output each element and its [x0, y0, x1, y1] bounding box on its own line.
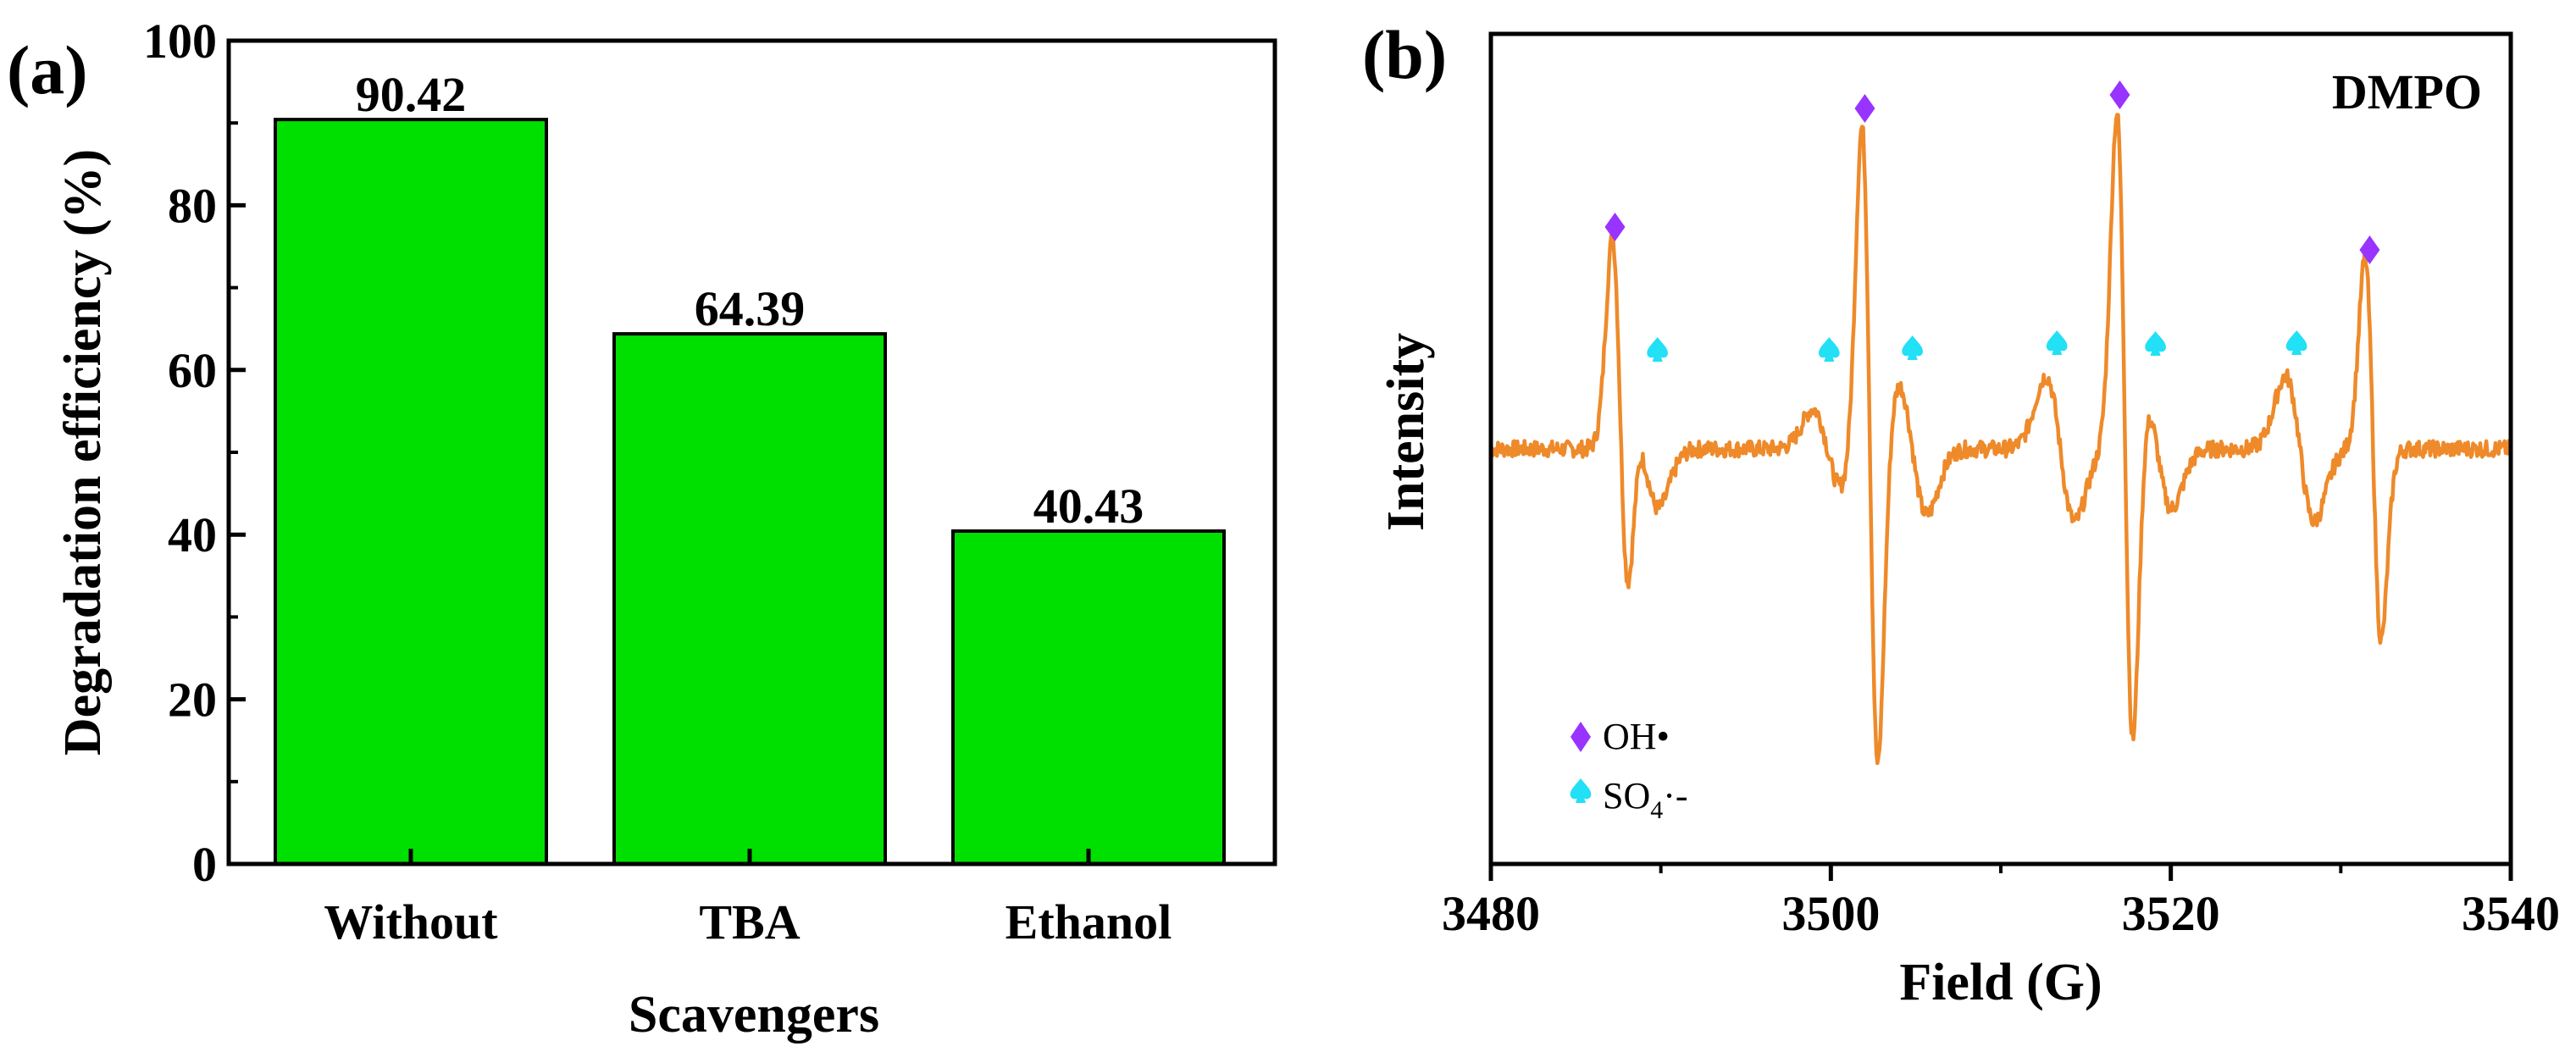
y-tick-label: 60: [168, 343, 217, 398]
x-tick-label-b: 3520: [2122, 886, 2220, 941]
so4-marker: [2145, 331, 2166, 352]
x-tick-label-b: 3480: [1442, 886, 1540, 941]
x-axis-title: Scavengers: [629, 986, 879, 1044]
bar-tba: [612, 332, 887, 866]
x-tick-label: Ethanol: [1005, 894, 1172, 950]
bar-value-labels: 90.42 64.39 40.43: [356, 67, 1144, 534]
x-tick-label: TBA: [699, 894, 800, 950]
y-tick-label: 0: [192, 837, 217, 892]
dmpo-annotation: DMPO: [2332, 64, 2482, 119]
legend: OH• SO4·-: [1570, 716, 1688, 824]
so4-marker: [1819, 337, 1840, 358]
so4-marker-stem: [1576, 794, 1586, 803]
x-tick-label: Without: [324, 894, 498, 950]
oh-marker: [1604, 213, 1626, 241]
x-axis-ticks-b: 3480 3500 3520 3540: [1442, 864, 2560, 941]
bar-value-label: 40.43: [1033, 479, 1144, 534]
so4-marker: [1647, 337, 1668, 358]
panel-b-epr-spectrum: (b) 3480 3500 3520 3540 DMPO Intensity Fiel…: [1362, 16, 2560, 1011]
legend-so4-sub: 4: [1650, 796, 1663, 824]
so4-radical-markers: [1647, 330, 2307, 362]
legend-so4-main: SO: [1603, 775, 1650, 817]
y-axis-title-b: Intensity: [1377, 333, 1435, 531]
legend-oh-label: OH•: [1603, 716, 1670, 757]
so4-marker-stem: [2291, 346, 2302, 355]
legend-so4-label: SO4·-: [1603, 775, 1688, 824]
y-tick-label: 80: [168, 178, 217, 233]
so4-marker: [1902, 335, 1923, 357]
bar-without: [274, 118, 548, 866]
so4-marker: [1570, 778, 1592, 800]
epr-spectrum-line: [1489, 113, 2513, 766]
so4-marker: [2046, 330, 2068, 352]
x-axis-ticks: Without TBA Ethanol: [324, 849, 1172, 950]
oh-marker: [2109, 80, 2130, 109]
bar-value-label: 64.39: [695, 281, 806, 336]
y-axis-title: Degradation efficiency (%): [54, 149, 112, 756]
so4-marker-stem: [2052, 346, 2063, 355]
bar-ethanol: [951, 529, 1226, 866]
panel-b-label: (b): [1362, 16, 1447, 93]
so4-marker-stem: [2150, 347, 2161, 356]
legend-oh-marker: [1571, 722, 1591, 752]
bar-value-label: 90.42: [356, 67, 467, 122]
legend-so4-marker: [1570, 778, 1592, 803]
y-tick-label: 20: [168, 673, 217, 728]
bar-group: [274, 118, 1226, 866]
y-tick-label: 100: [143, 14, 217, 69]
x-tick-label-b: 3540: [2462, 886, 2560, 941]
y-axis-ticks: 0 20 40 60 80 100: [143, 14, 246, 892]
oh-marker: [1854, 94, 1875, 123]
panel-a-bar-chart: (a) 90.42 64.39 40.43 0 20 40 60 80 100 Without…: [7, 14, 1277, 1044]
y-tick-label: 40: [168, 507, 217, 562]
legend-so4-tail: ·-: [1663, 775, 1687, 817]
so4-marker-stem: [1824, 353, 1835, 362]
so4-marker-stem: [1907, 352, 1918, 360]
panel-a-label: (a): [7, 31, 88, 108]
x-tick-label-b: 3500: [1781, 886, 1880, 941]
so4-marker: [2285, 330, 2307, 352]
oh-radical-markers: [1604, 80, 2380, 264]
oh-marker: [2359, 235, 2380, 264]
so4-marker-stem: [1652, 353, 1663, 362]
x-axis-title-b: Field (G): [1899, 954, 2102, 1011]
